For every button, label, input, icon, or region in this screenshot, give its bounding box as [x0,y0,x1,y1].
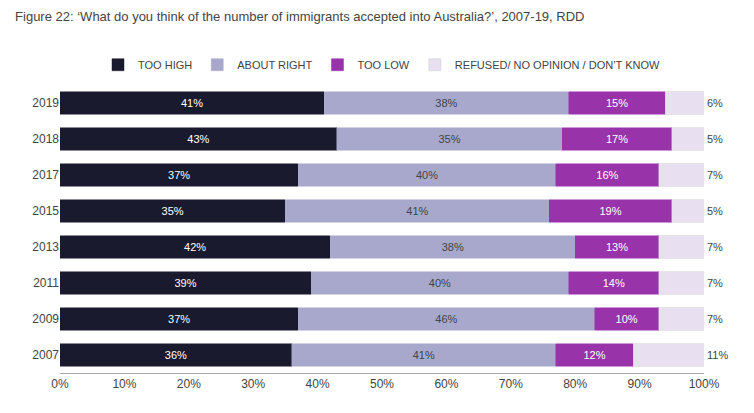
svg-text:46%: 46% [435,313,457,325]
svg-text:14%: 14% [603,277,625,289]
svg-text:2019: 2019 [32,96,59,110]
svg-text:13%: 13% [606,241,628,253]
svg-text:7%: 7% [707,313,723,325]
svg-text:TOO HIGH: TOO HIGH [138,59,192,71]
svg-text:5%: 5% [707,133,723,145]
svg-text:2007: 2007 [32,348,59,362]
svg-text:16%: 16% [596,169,618,181]
svg-text:17%: 17% [606,133,628,145]
svg-text:6%: 6% [707,97,723,109]
svg-text:2009: 2009 [32,312,59,326]
svg-text:Figure 22: ‘What do you think: Figure 22: ‘What do you think of the num… [15,9,584,24]
svg-text:36%: 36% [165,349,187,361]
svg-text:37%: 37% [168,313,190,325]
svg-text:2013: 2013 [32,240,59,254]
svg-text:80%: 80% [563,377,587,391]
svg-text:TOO LOW: TOO LOW [357,59,409,71]
svg-text:37%: 37% [168,169,190,181]
svg-text:90%: 90% [628,377,652,391]
svg-text:42%: 42% [184,241,206,253]
svg-text:60%: 60% [434,377,458,391]
svg-text:30%: 30% [241,377,265,391]
svg-text:40%: 40% [416,169,438,181]
svg-text:2015: 2015 [32,204,59,218]
svg-text:2018: 2018 [32,132,59,146]
svg-text:40%: 40% [306,377,330,391]
svg-text:38%: 38% [442,241,464,253]
svg-text:0%: 0% [51,377,69,391]
svg-text:7%: 7% [707,169,723,181]
svg-text:10%: 10% [616,313,638,325]
svg-text:ABOUT RIGHT: ABOUT RIGHT [237,59,312,71]
svg-text:38%: 38% [435,97,457,109]
svg-text:40%: 40% [429,277,451,289]
svg-text:REFUSED/ NO OPINION / DON’T KN: REFUSED/ NO OPINION / DON’T KNOW [455,59,660,71]
svg-text:15%: 15% [606,97,628,109]
svg-text:35%: 35% [162,205,184,217]
svg-text:70%: 70% [499,377,523,391]
svg-text:41%: 41% [413,349,435,361]
svg-text:35%: 35% [439,133,461,145]
svg-text:7%: 7% [707,241,723,253]
svg-text:2011: 2011 [33,276,59,290]
svg-text:43%: 43% [187,133,209,145]
svg-text:19%: 19% [600,205,622,217]
svg-text:10%: 10% [112,377,136,391]
svg-text:100%: 100% [689,377,720,391]
svg-text:5%: 5% [707,205,723,217]
svg-text:41%: 41% [181,97,203,109]
svg-text:41%: 41% [406,205,428,217]
svg-text:12%: 12% [583,349,605,361]
svg-text:11%: 11% [707,349,728,361]
svg-text:50%: 50% [370,377,394,391]
svg-text:39%: 39% [174,277,196,289]
svg-text:7%: 7% [707,277,723,289]
svg-text:20%: 20% [177,377,201,391]
svg-text:2017: 2017 [32,168,59,182]
